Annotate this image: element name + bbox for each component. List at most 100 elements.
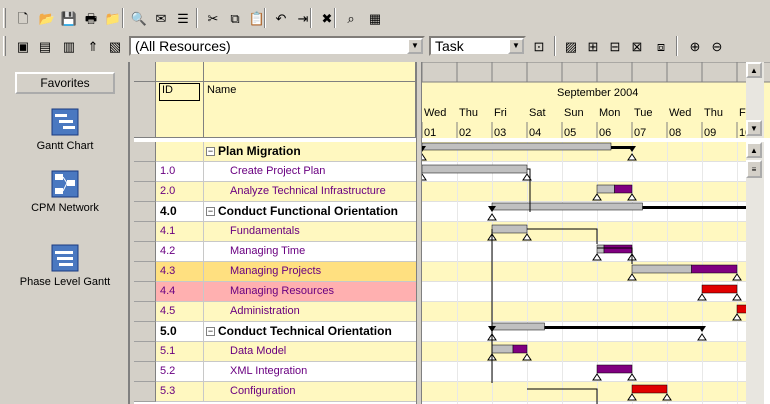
- row-selector[interactable]: [134, 182, 156, 202]
- view-icon-1[interactable]: ▣: [16, 38, 30, 54]
- row-name[interactable]: − Plan Migration: [204, 142, 416, 162]
- row-name[interactable]: Data Model: [204, 342, 416, 362]
- view-gantt-chart[interactable]: Gantt Chart: [0, 108, 130, 152]
- row-selector[interactable]: [134, 282, 156, 302]
- collapse-toggle-icon[interactable]: −: [206, 206, 215, 217]
- chart-icon[interactable]: ▨: [564, 38, 578, 54]
- row-selector[interactable]: [134, 242, 156, 262]
- move-icon[interactable]: ⧈: [656, 38, 666, 54]
- row-selector[interactable]: [134, 362, 156, 382]
- new-icon[interactable]: 🗋: [17, 10, 29, 26]
- row-name[interactable]: − Conduct Technical Orientation: [204, 322, 416, 342]
- header-scrollbar[interactable]: ▲ ▼: [746, 62, 764, 138]
- vertical-scrollbar[interactable]: ▲ ≡: [746, 142, 764, 404]
- row-selector[interactable]: [134, 322, 156, 342]
- binoculars-icon[interactable]: ⌕: [347, 10, 355, 26]
- row-id[interactable]: [156, 142, 204, 162]
- find-icon[interactable]: 🔍: [130, 10, 148, 26]
- unlink-icon[interactable]: ⊟: [609, 38, 621, 54]
- table-row[interactable]: 5.1 Data Model: [134, 342, 416, 362]
- undo-icon[interactable]: ↶: [275, 10, 287, 26]
- toolbar-grip[interactable]: [3, 8, 6, 28]
- row-name[interactable]: Create Project Plan: [204, 162, 416, 182]
- copy-icon[interactable]: ⧉: [230, 10, 240, 26]
- view-phase-level-gantt[interactable]: Phase Level Gantt: [0, 244, 130, 288]
- row-id[interactable]: 5.2: [156, 362, 204, 382]
- folder-icon[interactable]: 📁: [104, 10, 122, 26]
- row-name[interactable]: Managing Resources: [204, 282, 416, 302]
- print-icon[interactable]: 🖶: [84, 10, 98, 26]
- table-row[interactable]: 4.4 Managing Resources: [134, 282, 416, 302]
- view-cpm-network[interactable]: CPM Network: [0, 170, 130, 214]
- table-row[interactable]: 4.0− Conduct Functional Orientation: [134, 202, 416, 222]
- paste-icon[interactable]: 📋: [248, 10, 266, 26]
- split-icon[interactable]: ⊠: [631, 38, 643, 54]
- indent-icon[interactable]: ⇥: [297, 10, 309, 26]
- table-row[interactable]: 5.0− Conduct Technical Orientation: [134, 322, 416, 342]
- row-name[interactable]: Fundamentals: [204, 222, 416, 242]
- row-name[interactable]: − Conduct Functional Orientation: [204, 202, 416, 222]
- view-icon-4[interactable]: ⇑: [87, 38, 99, 54]
- row-selector[interactable]: [134, 382, 156, 402]
- zoom-out-icon[interactable]: ⊖: [711, 38, 723, 54]
- chevron-down-icon[interactable]: ▼: [407, 38, 423, 54]
- table-row[interactable]: 2.0 Analyze Technical Infrastructure: [134, 182, 416, 202]
- scroll-down-icon[interactable]: ▼: [746, 120, 762, 136]
- row-name[interactable]: Analyze Technical Infrastructure: [204, 182, 416, 202]
- favorites-button[interactable]: Favorites: [15, 72, 115, 94]
- table-row[interactable]: 5.2 XML Integration: [134, 362, 416, 382]
- collapse-toggle-icon[interactable]: −: [206, 326, 215, 337]
- column-header-id[interactable]: ID: [156, 82, 204, 138]
- table-row[interactable]: 4.3 Managing Projects: [134, 262, 416, 282]
- row-selector[interactable]: [134, 302, 156, 322]
- delete-icon[interactable]: ✖: [321, 10, 333, 26]
- row-selector[interactable]: [134, 342, 156, 362]
- table-row[interactable]: 4.1 Fundamentals: [134, 222, 416, 242]
- row-id[interactable]: 4.2: [156, 242, 204, 262]
- row-selector[interactable]: [134, 262, 156, 282]
- cut-icon[interactable]: ✂: [207, 10, 219, 26]
- table-row[interactable]: 1.0 Create Project Plan: [134, 162, 416, 182]
- header-corner[interactable]: [134, 62, 156, 82]
- row-id[interactable]: 4.5: [156, 302, 204, 322]
- view-icon-3[interactable]: ▥: [62, 38, 76, 54]
- save-icon[interactable]: 💾: [60, 10, 78, 26]
- row-selector[interactable]: [134, 202, 156, 222]
- row-selector[interactable]: [134, 162, 156, 182]
- scroll-up-icon[interactable]: ▲: [746, 62, 762, 78]
- row-id[interactable]: 4.4: [156, 282, 204, 302]
- column-header-name[interactable]: Name: [204, 82, 416, 138]
- task-filter-select[interactable]: Task ▼: [429, 36, 526, 56]
- open-icon[interactable]: 📂: [38, 10, 56, 26]
- table-row[interactable]: 4.5 Administration: [134, 302, 416, 322]
- view-icon-5[interactable]: ▧: [108, 38, 122, 54]
- mail-icon[interactable]: ✉: [155, 10, 167, 26]
- table-row[interactable]: 4.2 Managing Time: [134, 242, 416, 262]
- view-icon-2[interactable]: ▤: [38, 38, 52, 54]
- pane-splitter[interactable]: [416, 62, 422, 404]
- row-id[interactable]: 5.3: [156, 382, 204, 402]
- outline-icon[interactable]: ☰: [177, 10, 189, 26]
- row-selector[interactable]: [134, 222, 156, 242]
- row-name[interactable]: Administration: [204, 302, 416, 322]
- row-selector[interactable]: [134, 142, 156, 162]
- row-id[interactable]: 5.0: [156, 322, 204, 342]
- row-id[interactable]: 4.1: [156, 222, 204, 242]
- zoom-in-icon[interactable]: ⊕: [689, 38, 701, 54]
- row-id[interactable]: 4.0: [156, 202, 204, 222]
- chevron-down-icon[interactable]: ▼: [508, 38, 524, 54]
- link-icon[interactable]: ⊞: [587, 38, 599, 54]
- table-row[interactable]: 5.3 Configuration: [134, 382, 416, 402]
- row-name[interactable]: Configuration: [204, 382, 416, 402]
- row-id[interactable]: 4.3: [156, 262, 204, 282]
- table-row[interactable]: − Plan Migration: [134, 142, 416, 162]
- toolbar-grip[interactable]: [3, 36, 6, 56]
- grid-icon[interactable]: ▦: [368, 10, 382, 26]
- row-id[interactable]: 5.1: [156, 342, 204, 362]
- row-id[interactable]: 2.0: [156, 182, 204, 202]
- row-name[interactable]: Managing Time: [204, 242, 416, 262]
- resource-filter-select[interactable]: (All Resources) ▼: [129, 36, 425, 56]
- row-name[interactable]: XML Integration: [204, 362, 416, 382]
- scroll-thumb[interactable]: ≡: [746, 160, 762, 178]
- scroll-up-icon[interactable]: ▲: [746, 142, 762, 158]
